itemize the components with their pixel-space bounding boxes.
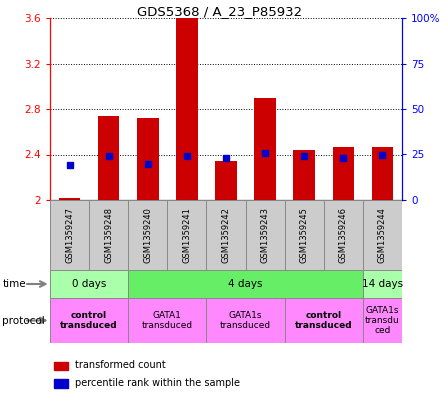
Bar	[89, 200, 128, 270]
Bar	[333, 147, 354, 200]
Bar	[50, 270, 128, 298]
Bar	[206, 298, 285, 343]
Text: GSM1359244: GSM1359244	[378, 207, 387, 263]
Bar	[98, 116, 119, 200]
Bar	[167, 200, 206, 270]
Text: GSM1359241: GSM1359241	[183, 207, 191, 263]
Bar	[206, 200, 246, 270]
Text: GATA1
transduced: GATA1 transduced	[142, 311, 193, 330]
Text: GSM1359240: GSM1359240	[143, 207, 152, 263]
Text: protocol: protocol	[2, 316, 45, 325]
Bar	[254, 97, 276, 200]
Text: control
transduced: control transduced	[295, 311, 352, 330]
Text: GSM1359248: GSM1359248	[104, 207, 113, 263]
Bar	[363, 200, 402, 270]
Text: percentile rank within the sample: percentile rank within the sample	[75, 378, 240, 387]
Bar	[363, 298, 402, 343]
Bar	[246, 200, 285, 270]
Bar	[285, 298, 363, 343]
Text: GDS5368 / A_23_P85932: GDS5368 / A_23_P85932	[137, 5, 303, 18]
Bar	[285, 200, 324, 270]
Text: GSM1359245: GSM1359245	[300, 207, 309, 263]
Bar	[372, 147, 393, 200]
Text: GSM1359246: GSM1359246	[339, 207, 348, 263]
Bar	[293, 150, 315, 200]
Bar	[128, 270, 363, 298]
Text: 4 days: 4 days	[228, 279, 263, 289]
Bar	[54, 362, 68, 370]
Bar	[54, 379, 68, 388]
Bar	[59, 198, 81, 200]
Bar	[215, 161, 237, 200]
Text: 0 days: 0 days	[72, 279, 106, 289]
Text: time: time	[2, 279, 26, 289]
Text: GSM1359243: GSM1359243	[260, 207, 270, 263]
Bar	[128, 298, 206, 343]
Bar	[128, 200, 167, 270]
Bar	[50, 200, 89, 270]
Text: 14 days: 14 days	[362, 279, 403, 289]
Bar	[324, 200, 363, 270]
Text: GATA1s
transdu
ced: GATA1s transdu ced	[365, 306, 400, 335]
Text: GATA1s
transduced: GATA1s transduced	[220, 311, 271, 330]
Bar	[137, 118, 158, 200]
Text: control
transduced: control transduced	[60, 311, 118, 330]
Text: GSM1359242: GSM1359242	[221, 207, 231, 263]
Text: GSM1359247: GSM1359247	[65, 207, 74, 263]
Bar	[50, 298, 128, 343]
Bar	[363, 270, 402, 298]
Bar	[176, 18, 198, 200]
Text: transformed count: transformed count	[75, 360, 165, 370]
